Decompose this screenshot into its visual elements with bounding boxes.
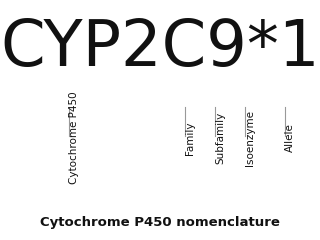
Text: Family: Family	[185, 121, 195, 155]
Text: Cytochrome P450 nomenclature: Cytochrome P450 nomenclature	[40, 216, 280, 229]
Text: Isoenzyme: Isoenzyme	[245, 110, 255, 166]
Text: CYP2C9*1: CYP2C9*1	[0, 17, 320, 79]
Text: Subfamily: Subfamily	[215, 112, 225, 164]
Text: Cytochrome P450: Cytochrome P450	[69, 92, 79, 184]
Text: Allele: Allele	[285, 124, 295, 152]
